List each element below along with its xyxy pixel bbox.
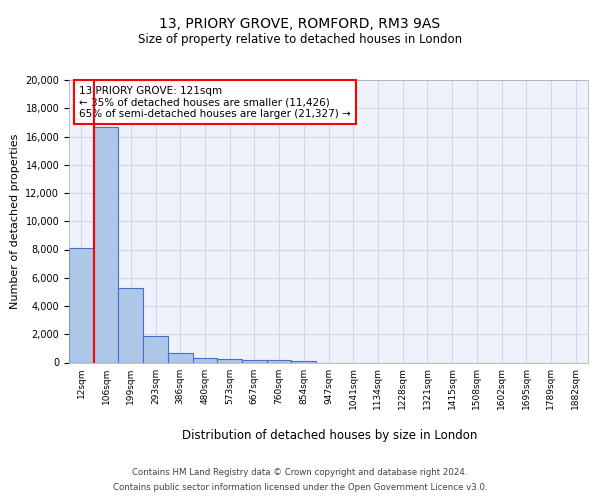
Text: 13 PRIORY GROVE: 121sqm
← 35% of detached houses are smaller (11,426)
65% of sem: 13 PRIORY GROVE: 121sqm ← 35% of detache… (79, 86, 351, 119)
Bar (242, 360, 267, 362)
Bar (168, 352, 193, 362)
Text: 13, PRIORY GROVE, ROMFORD, RM3 9AS: 13, PRIORY GROVE, ROMFORD, RM3 9AS (160, 18, 440, 32)
Bar (267, 360, 292, 362)
Text: Contains HM Land Registry data © Crown copyright and database right 2024.: Contains HM Land Registry data © Crown c… (132, 468, 468, 477)
Bar (69, 248, 94, 362)
Bar (118, 288, 143, 362)
Bar (292, 360, 316, 362)
Bar (193, 358, 217, 362)
Bar (94, 126, 118, 362)
Text: Distribution of detached houses by size in London: Distribution of detached houses by size … (182, 428, 478, 442)
Text: Contains public sector information licensed under the Open Government Licence v3: Contains public sector information licen… (113, 483, 487, 492)
Bar (217, 360, 242, 362)
Y-axis label: Number of detached properties: Number of detached properties (10, 134, 20, 309)
Text: Size of property relative to detached houses in London: Size of property relative to detached ho… (138, 32, 462, 46)
Bar (143, 336, 168, 362)
